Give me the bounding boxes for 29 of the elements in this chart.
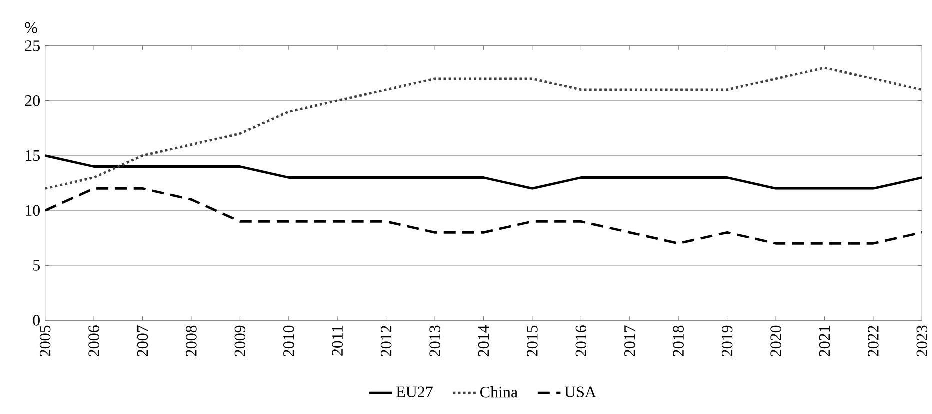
x-tick-label: 2010 [283,326,294,357]
y-tick-label: 5 [34,260,40,271]
legend-label: USA [564,386,596,398]
x-tick-label: 2023 [916,326,928,357]
x-tick-label: 2018 [673,326,684,357]
x-tick-label: 2014 [478,326,490,357]
x-tick-label: 2019 [722,326,733,357]
legend-label: EU27 [396,386,433,398]
y-tick-label: 10 [26,205,40,216]
legend-label: China [480,386,518,398]
y-tick-label: 0 [33,315,40,326]
x-tick-label: 2017 [624,326,636,357]
x-tick-label: 2013 [430,326,440,357]
x-tick-label: 2011 [332,326,343,356]
x-tick-label: 2016 [576,326,587,357]
x-tick-label: 2005 [40,326,51,357]
y-tick-label: 20 [25,96,40,106]
x-tick-label: 2006 [88,326,100,357]
y-axis-title: % [25,22,38,34]
x-tick-label: 2015 [527,326,538,357]
y-tick-label: 25 [25,40,40,52]
x-tick-label: 2022 [868,326,879,357]
x-tick-label: 2009 [234,326,246,357]
x-tick-label: 2020 [770,326,782,357]
y-tick-label: 15 [26,150,40,162]
x-tick-label: 2012 [380,326,392,357]
x-tick-label: 2021 [819,326,830,357]
x-tick-label: 2008 [186,326,197,357]
x-tick-label: 2007 [137,326,148,357]
